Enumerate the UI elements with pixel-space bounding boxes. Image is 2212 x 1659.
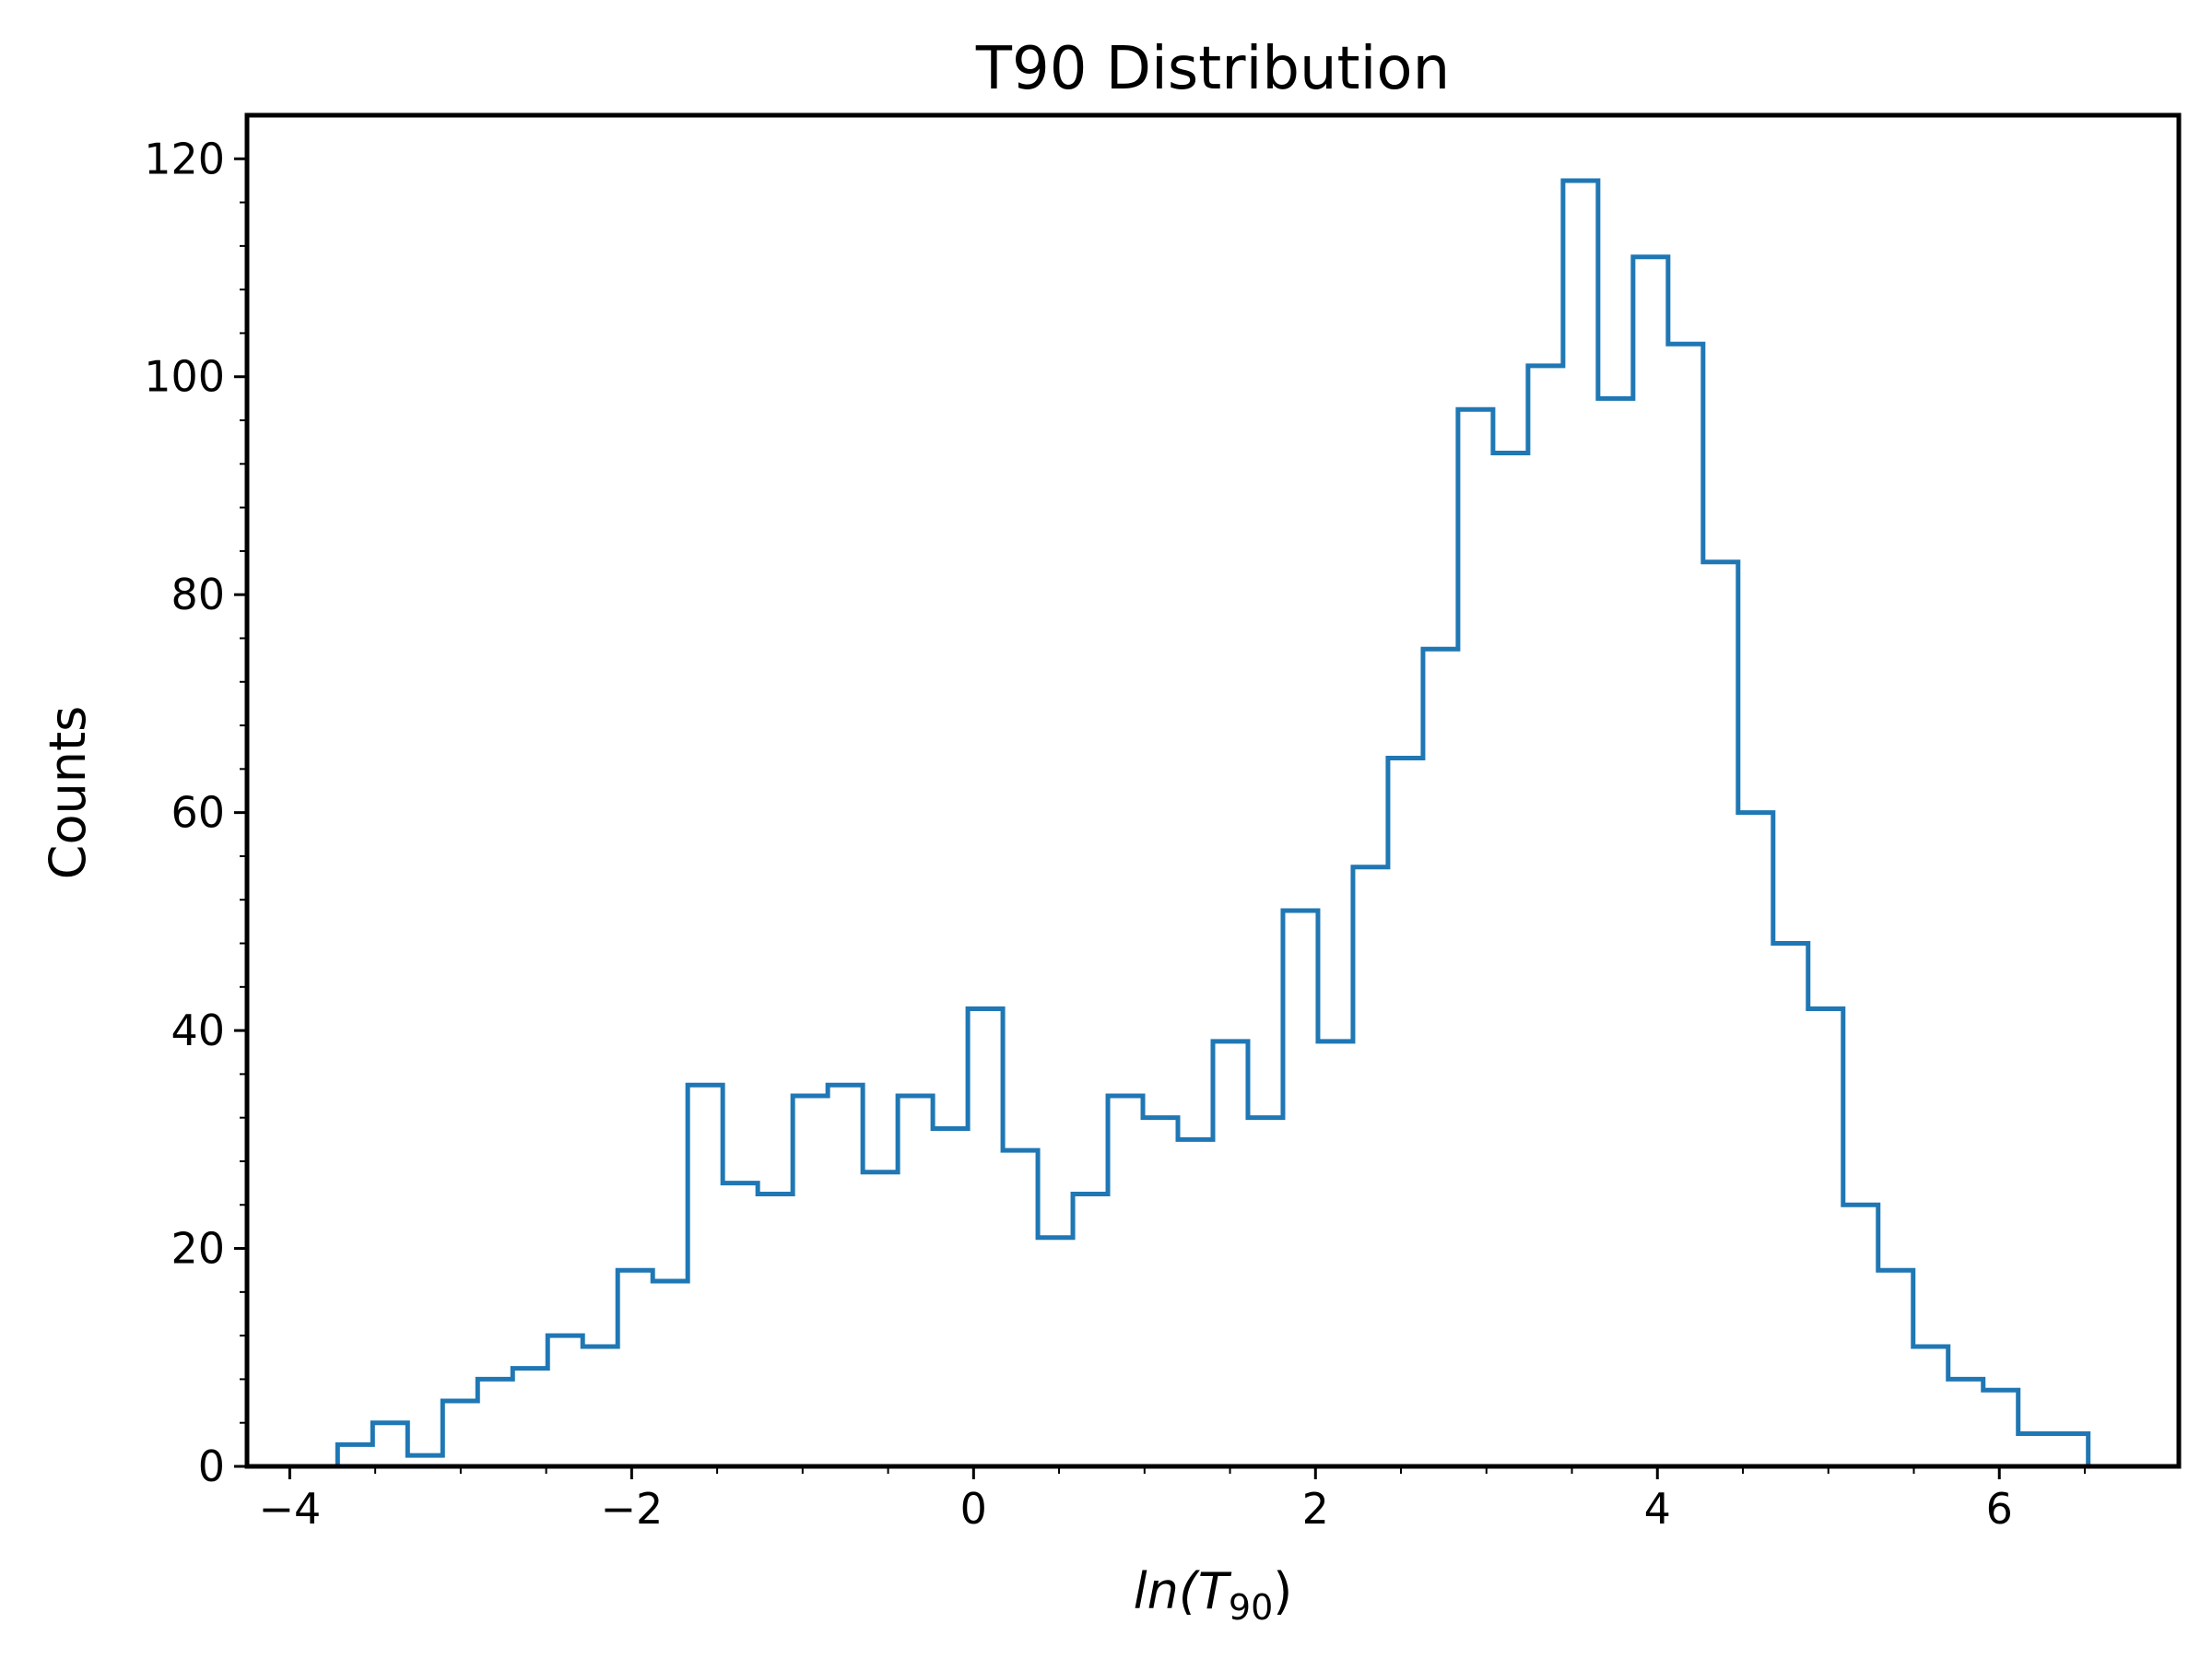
y-tick-label: 120: [144, 134, 225, 183]
x-axis-title: ln(T90): [1134, 1562, 1293, 1628]
y-tick-label: 20: [171, 1224, 225, 1274]
y-tick-label: 0: [198, 1441, 225, 1491]
x-tick-label: 0: [960, 1484, 987, 1534]
x-tick-labels: −4 −2 0 2 4 6: [258, 1484, 2012, 1534]
histogram-step-line: [335, 178, 2091, 1466]
plot-frame: [244, 112, 2182, 1469]
x-tick-label: −4: [258, 1484, 321, 1534]
y-tick-label: 60: [171, 788, 225, 838]
y-tick-label: 100: [144, 352, 225, 402]
y-tick-label: 40: [171, 1006, 225, 1055]
x-tick-label: 6: [1986, 1484, 2013, 1534]
ticks-layer: [234, 157, 2086, 1479]
x-tick-label: 4: [1644, 1484, 1671, 1534]
y-axis-title: Counts: [39, 706, 97, 880]
chart-title: T90 Distribution: [975, 35, 1450, 103]
y-tick-labels: 0 20 40 60 80 100 120: [144, 134, 225, 1491]
x-axis-title-close: ): [1273, 1562, 1292, 1620]
y-tick-label: 80: [171, 570, 225, 619]
x-tick-label: −2: [600, 1484, 663, 1534]
x-axis-title-subscript: 90: [1229, 1587, 1273, 1628]
x-axis-title-base: ln(T: [1134, 1562, 1232, 1620]
x-tick-label: 2: [1302, 1484, 1329, 1534]
